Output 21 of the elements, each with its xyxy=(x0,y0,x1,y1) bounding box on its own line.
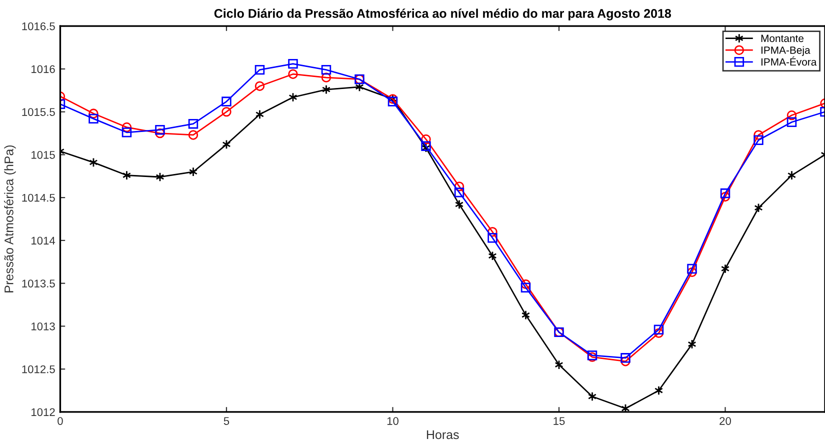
legend-label: IPMA-Évora xyxy=(761,56,817,66)
y-tick-label: 1016 xyxy=(31,65,55,74)
x-tick-label: 20 xyxy=(720,417,731,425)
y-tick-label: 1012 xyxy=(31,408,55,416)
y-tick-label: 1012.5 xyxy=(22,365,55,374)
legend-label: IPMA-Beja xyxy=(761,46,810,56)
x-tick-label: 5 xyxy=(224,417,230,425)
x-axis-title: Horas xyxy=(426,430,459,440)
y-tick-label: 1014.5 xyxy=(22,194,55,202)
y-tick-label: 1016.5 xyxy=(22,22,55,30)
y-tick-label: 1013.5 xyxy=(22,280,55,288)
legend-label: Montante xyxy=(761,34,804,42)
y-axis-title: Pressão Atmosférica (hPa) xyxy=(4,145,16,292)
y-tick-label: 1014 xyxy=(31,236,56,245)
x-tick-label: 0 xyxy=(58,417,63,425)
y-tick-label: 1015 xyxy=(31,150,55,159)
x-tick-label: 10 xyxy=(387,417,398,425)
x-tick-label: 15 xyxy=(554,417,565,425)
y-tick-label: 1013 xyxy=(31,322,55,330)
y-tick-label: 1015.5 xyxy=(22,108,55,116)
chart-title: Ciclo Diário da Pressão Atmosférica ao nível médio do mar para Agosto 2018 xyxy=(214,8,672,20)
